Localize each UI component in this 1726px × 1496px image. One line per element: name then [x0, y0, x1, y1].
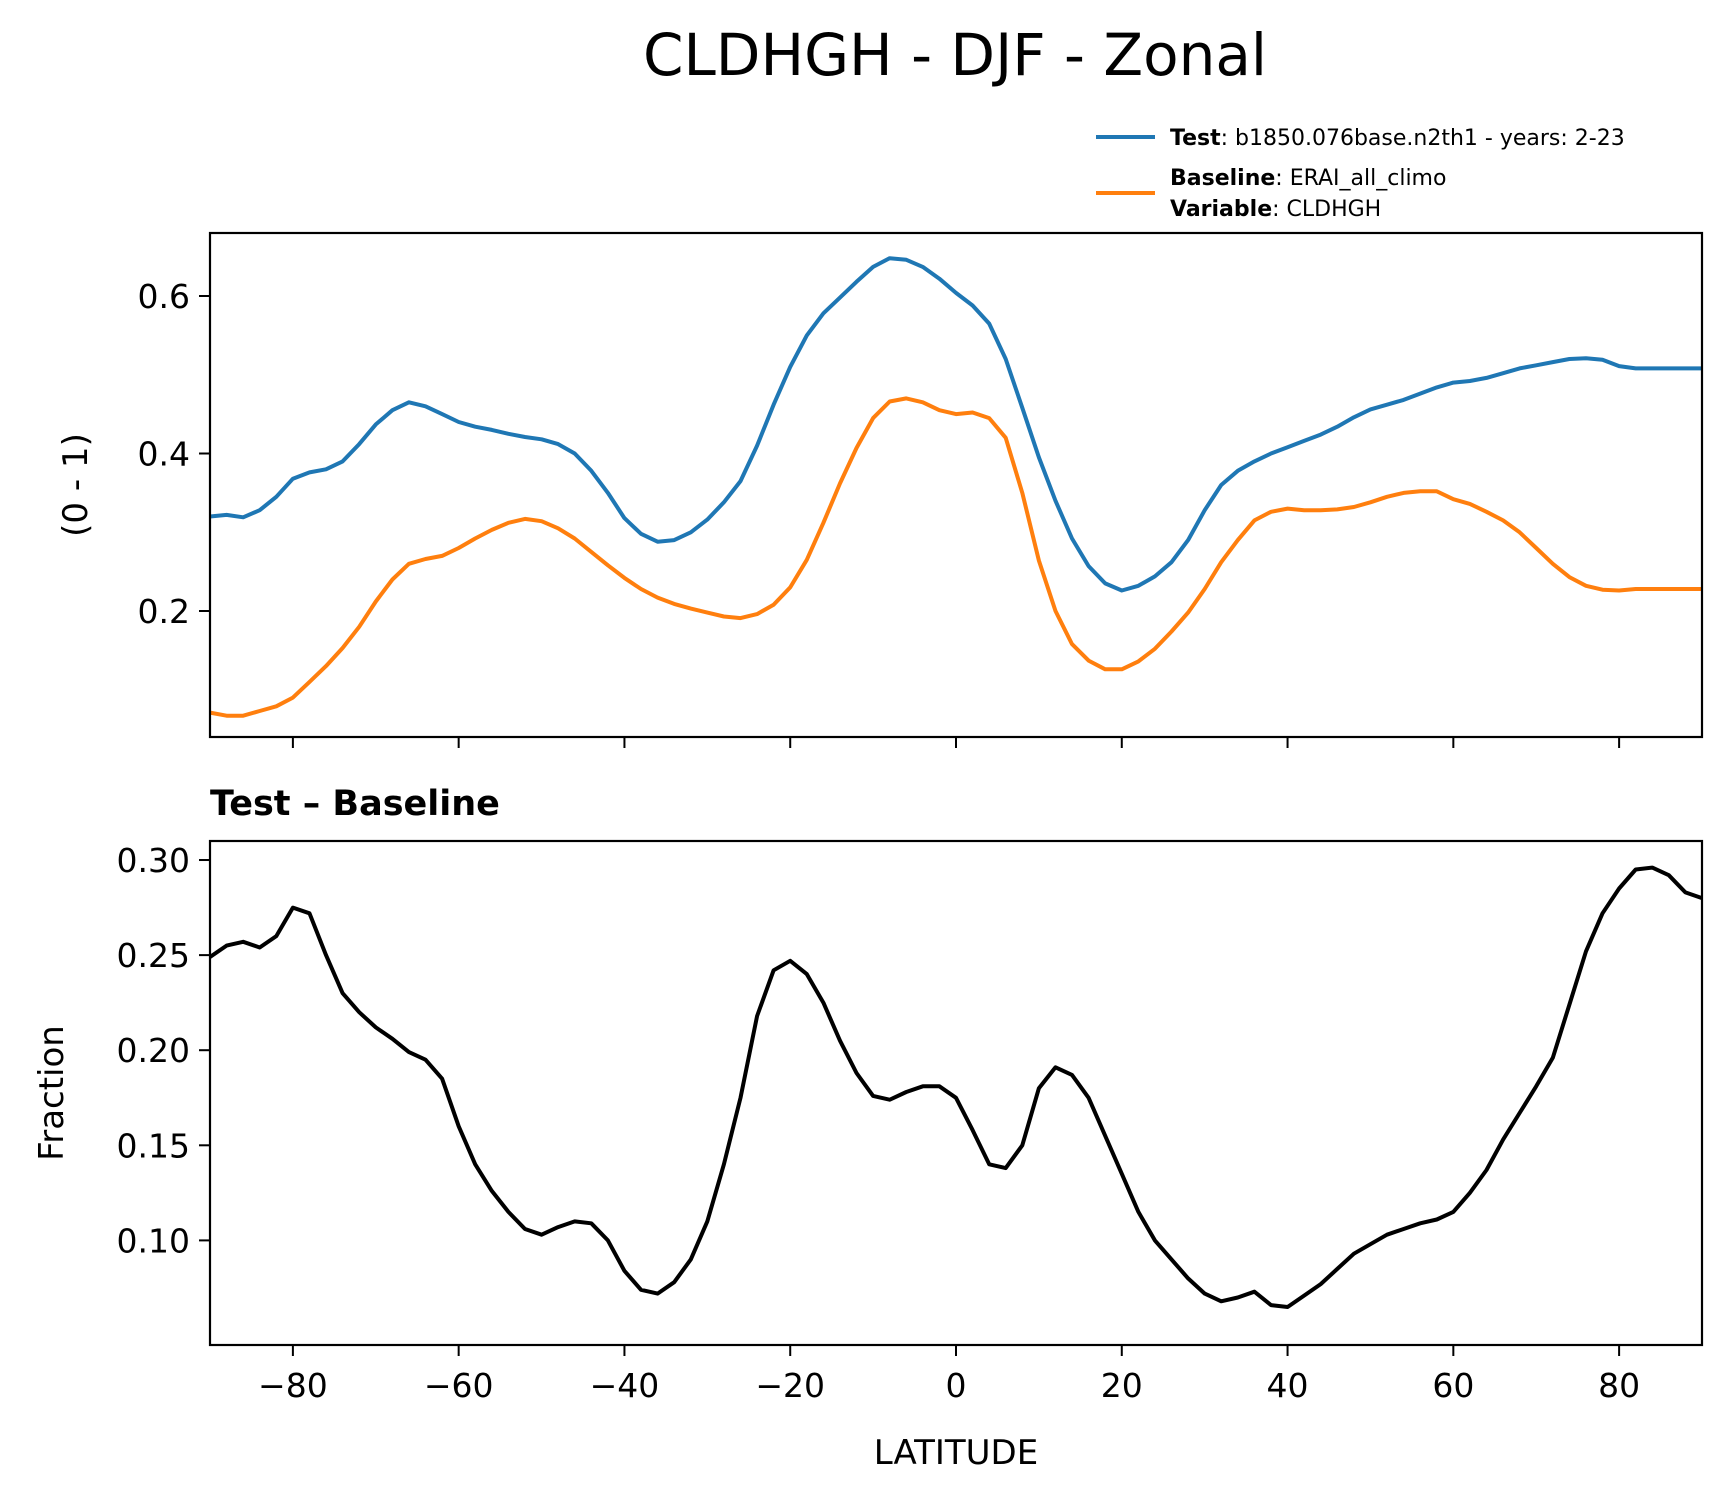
- legend-baseline-value: : ERAI_all_climo: [1275, 166, 1446, 191]
- bottom-x-tick-label: −60: [424, 1366, 494, 1405]
- legend-test-text: Test: b1850.076base.n2th1 - years: 2-23: [1170, 126, 1625, 151]
- bottom-y-tick-label: 0.30: [117, 841, 190, 880]
- bottom-y-tick-label: 0.10: [117, 1221, 190, 1260]
- bottom-y-axis: 0.10 0.15 0.20 0.25 0.30: [117, 841, 210, 1260]
- bottom-x-tick-label: −40: [590, 1366, 660, 1405]
- bottom-y-tick-label: 0.25: [117, 936, 190, 975]
- legend-variable-key: Variable: [1170, 197, 1272, 222]
- bottom-y-tick-label: 0.15: [117, 1126, 190, 1165]
- legend: Test: b1850.076base.n2th1 - years: 2-23 …: [1096, 126, 1625, 222]
- top-panel: 0.2 0.4 0.6 (0 - 1): [56, 231, 1704, 748]
- legend-test-value: : b1850.076base.n2th1 - years: 2-23: [1221, 126, 1625, 151]
- bottom-x-tick-label: 20: [1101, 1366, 1143, 1405]
- top-series-group: [209, 256, 1702, 718]
- top-y-axis: 0.2 0.4 0.6: [138, 277, 210, 631]
- bottom-x-tick-label: −80: [258, 1366, 328, 1405]
- top-x-axis: [291, 737, 1621, 748]
- bottom-y-tick-label: 0.20: [117, 1031, 190, 1070]
- bottom-x-axis: −80 −60 −40 −20 0 20 40 60 80: [258, 1345, 1640, 1405]
- bottom-x-tick-label: 40: [1267, 1366, 1309, 1405]
- top-series-line-0: [209, 256, 1702, 593]
- legend-variable-value: : CLDHGH: [1272, 197, 1381, 222]
- bottom-x-tick-label: 80: [1598, 1366, 1640, 1405]
- figure-title: CLDHGH - DJF - Zonal: [643, 21, 1267, 89]
- legend-test-key: Test: [1170, 126, 1221, 151]
- legend-variable-text: Variable: CLDHGH: [1170, 197, 1381, 222]
- bottom-x-tick-label: 60: [1432, 1366, 1474, 1405]
- bottom-panel: Test – Baseline 0.10 0.15 0.20 0.25 0.30 −80…: [32, 784, 1704, 1473]
- bottom-y-axis-label: Fraction: [32, 1025, 72, 1161]
- top-y-tick-label: 0.4: [138, 435, 190, 474]
- bottom-series-group: [208, 865, 1703, 1309]
- top-series-line-1: [209, 396, 1702, 718]
- bottom-x-axis-label: LATITUDE: [874, 1433, 1038, 1473]
- bottom-x-tick-label: 0: [946, 1366, 967, 1405]
- top-y-tick-label: 0.6: [138, 277, 190, 316]
- legend-baseline-text: Baseline: ERAI_all_climo: [1170, 166, 1446, 191]
- bottom-series-line-0: [208, 865, 1703, 1309]
- top-y-tick-label: 0.2: [138, 592, 190, 631]
- legend-baseline-key: Baseline: [1170, 166, 1275, 191]
- bottom-x-tick-label: −20: [755, 1366, 825, 1405]
- bottom-panel-title: Test – Baseline: [210, 784, 500, 824]
- top-y-axis-label: (0 - 1): [56, 433, 96, 537]
